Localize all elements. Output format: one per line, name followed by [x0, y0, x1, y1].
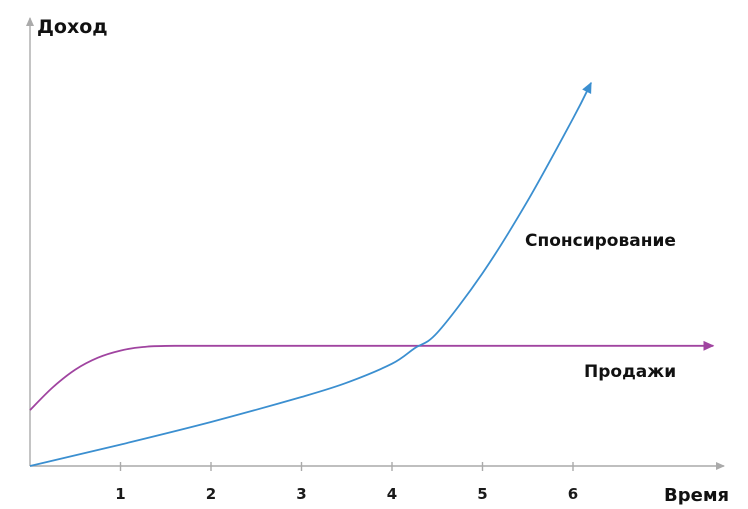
x-ticks: 1 2 3 4 5 6 [115, 462, 578, 503]
series-label-sales: Продажи [584, 362, 676, 382]
series-line-sales [29, 340, 715, 411]
series-line-sponsorship [29, 81, 592, 467]
x-axis-label: Время [664, 485, 729, 506]
series-label-sponsorship: Спонсирование [525, 231, 676, 251]
x-tick-label: 5 [477, 485, 487, 503]
y-axis-label: Доход [37, 16, 108, 38]
x-tick-label: 6 [568, 485, 578, 503]
x-tick-label: 1 [115, 485, 125, 503]
x-tick-label: 2 [206, 485, 216, 503]
x-tick-label: 4 [387, 485, 397, 503]
x-tick-label: 3 [296, 485, 306, 503]
